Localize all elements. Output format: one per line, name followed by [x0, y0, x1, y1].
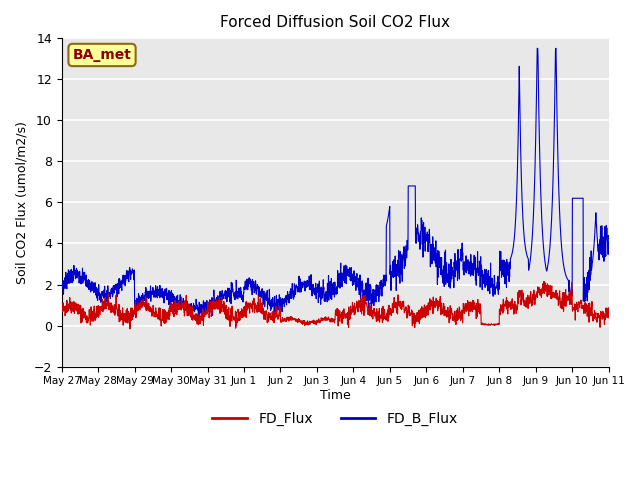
Legend: FD_Flux, FD_B_Flux: FD_Flux, FD_B_Flux [207, 407, 463, 432]
X-axis label: Time: Time [320, 389, 351, 402]
Y-axis label: Soil CO2 Flux (umol/m2/s): Soil CO2 Flux (umol/m2/s) [15, 121, 28, 284]
Text: BA_met: BA_met [72, 48, 131, 62]
Title: Forced Diffusion Soil CO2 Flux: Forced Diffusion Soil CO2 Flux [220, 15, 450, 30]
